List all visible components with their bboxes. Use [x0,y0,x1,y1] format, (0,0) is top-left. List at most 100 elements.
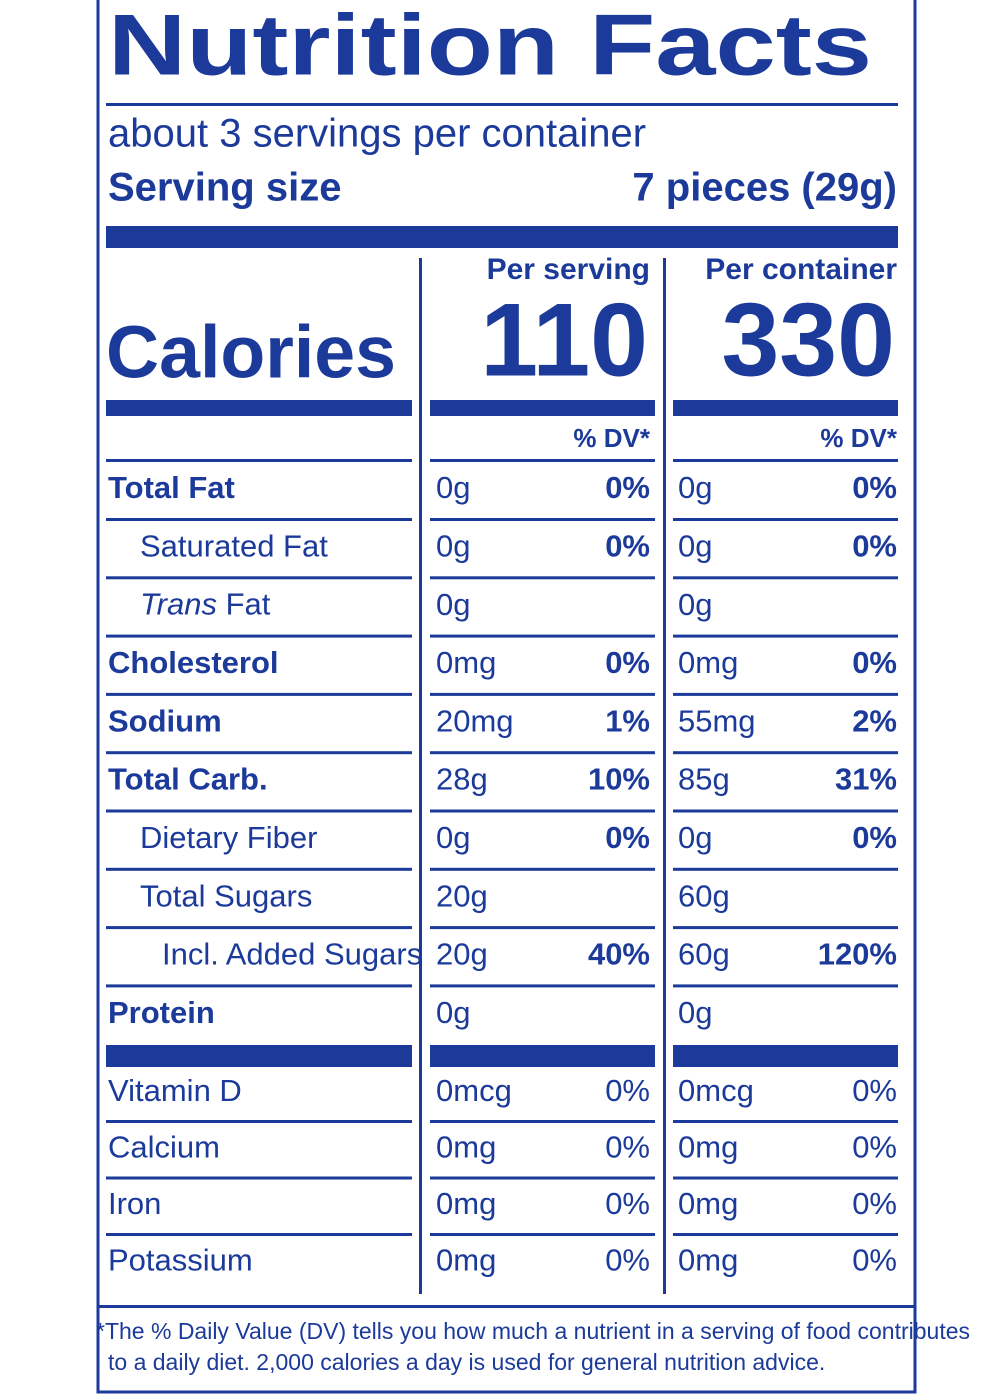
amount: 60g [678,878,730,913]
amount: 0mg [436,1130,496,1165]
daily-value: 0% [605,820,650,855]
bar [673,400,898,416]
amount: 60g [678,937,730,972]
rule [430,459,655,462]
rule [106,1176,412,1180]
daily-value: 0% [852,820,897,855]
nutrient-name: Saturated Fat [140,528,328,563]
daily-value: 40% [588,937,650,972]
amount: 0mg [678,1243,738,1278]
rule [673,984,898,988]
rule [106,867,412,871]
vitamin-name: Calcium [108,1130,220,1165]
rule [430,809,655,813]
amount: 0g [678,470,712,505]
amount: 0g [436,587,470,622]
column-header: Per serving [487,253,650,286]
rule [673,867,898,871]
column-rule [663,258,666,1294]
nutrient-name: Sodium [108,703,222,738]
daily-value: 0% [852,1130,897,1165]
daily-value: 31% [835,762,897,797]
amount: 0mg [436,1243,496,1278]
servings: about 3 servings per container [108,112,646,156]
rule [430,751,655,755]
amount: 0mg [678,1186,738,1221]
amount: 85g [678,762,730,797]
daily-value: 0% [605,645,650,680]
bar [430,400,655,416]
footnote: to a daily diet. 2,000 calories a day is… [108,1349,825,1375]
rule [98,1305,915,1308]
rule [106,751,412,755]
amount: 20mg [436,703,514,738]
dv-header: % DV* [820,423,897,453]
rule [673,751,898,755]
rule [106,518,412,521]
daily-value: 0% [605,1186,650,1221]
rule [106,459,412,462]
amount: 0g [678,995,712,1030]
amount: 0mg [436,645,496,680]
bar [430,1045,655,1067]
rule [673,1233,898,1236]
serving-size: 7 pieces (29g) [632,166,897,210]
rule [430,518,655,521]
rule [673,1120,898,1123]
daily-value: 0% [605,1243,650,1278]
nutrient-name: Total Fat [108,470,235,505]
amount: 0mcg [678,1073,754,1108]
rule [430,576,655,580]
daily-value: 0% [605,1130,650,1165]
amount: 0mg [436,1186,496,1221]
rule [430,634,655,638]
amount: 0g [436,470,470,505]
daily-value: 0% [605,1073,650,1108]
amount: 0g [678,528,712,563]
daily-value: 0% [852,645,897,680]
rule [673,518,898,521]
rule [106,576,412,580]
amount: 0mg [678,1130,738,1165]
nutrient-name: Protein [108,995,215,1030]
daily-value: 120% [818,937,897,972]
border [96,0,917,1394]
daily-value: 0% [852,1186,897,1221]
daily-value: 1% [605,703,650,738]
rule [673,459,898,462]
vitamin-name: Iron [108,1186,161,1221]
daily-value: 0% [852,470,897,505]
column-rule [419,258,422,1294]
rule [106,984,412,988]
nutrient-name: Cholesterol [108,645,279,680]
rule [106,1120,412,1123]
calories-value: 330 [721,282,895,398]
bar [106,400,412,416]
rule [673,634,898,638]
rule [106,926,412,930]
dv-header: % DV* [573,423,650,453]
nutrient-name: Trans Fat [140,587,271,622]
amount: 0mg [678,645,738,680]
amount: 0g [678,820,712,855]
daily-value: 0% [852,528,897,563]
rule [430,692,655,696]
rule [673,809,898,813]
nutrient-name-rest: Fat [226,587,271,622]
daily-value: 0% [605,528,650,563]
amount: 0g [436,820,470,855]
serving-size-label: Serving size [108,166,341,210]
daily-value: 0% [852,1243,897,1278]
amount: 28g [436,762,488,797]
vitamin-name: Vitamin D [108,1073,242,1108]
rule [673,926,898,930]
nutrient-name-italic: Trans [140,587,217,622]
rule [430,867,655,871]
thick-bar [106,226,898,248]
rule [673,1176,898,1180]
rule [673,576,898,580]
rule [106,1233,412,1236]
rule [430,984,655,988]
bar [673,1045,898,1067]
